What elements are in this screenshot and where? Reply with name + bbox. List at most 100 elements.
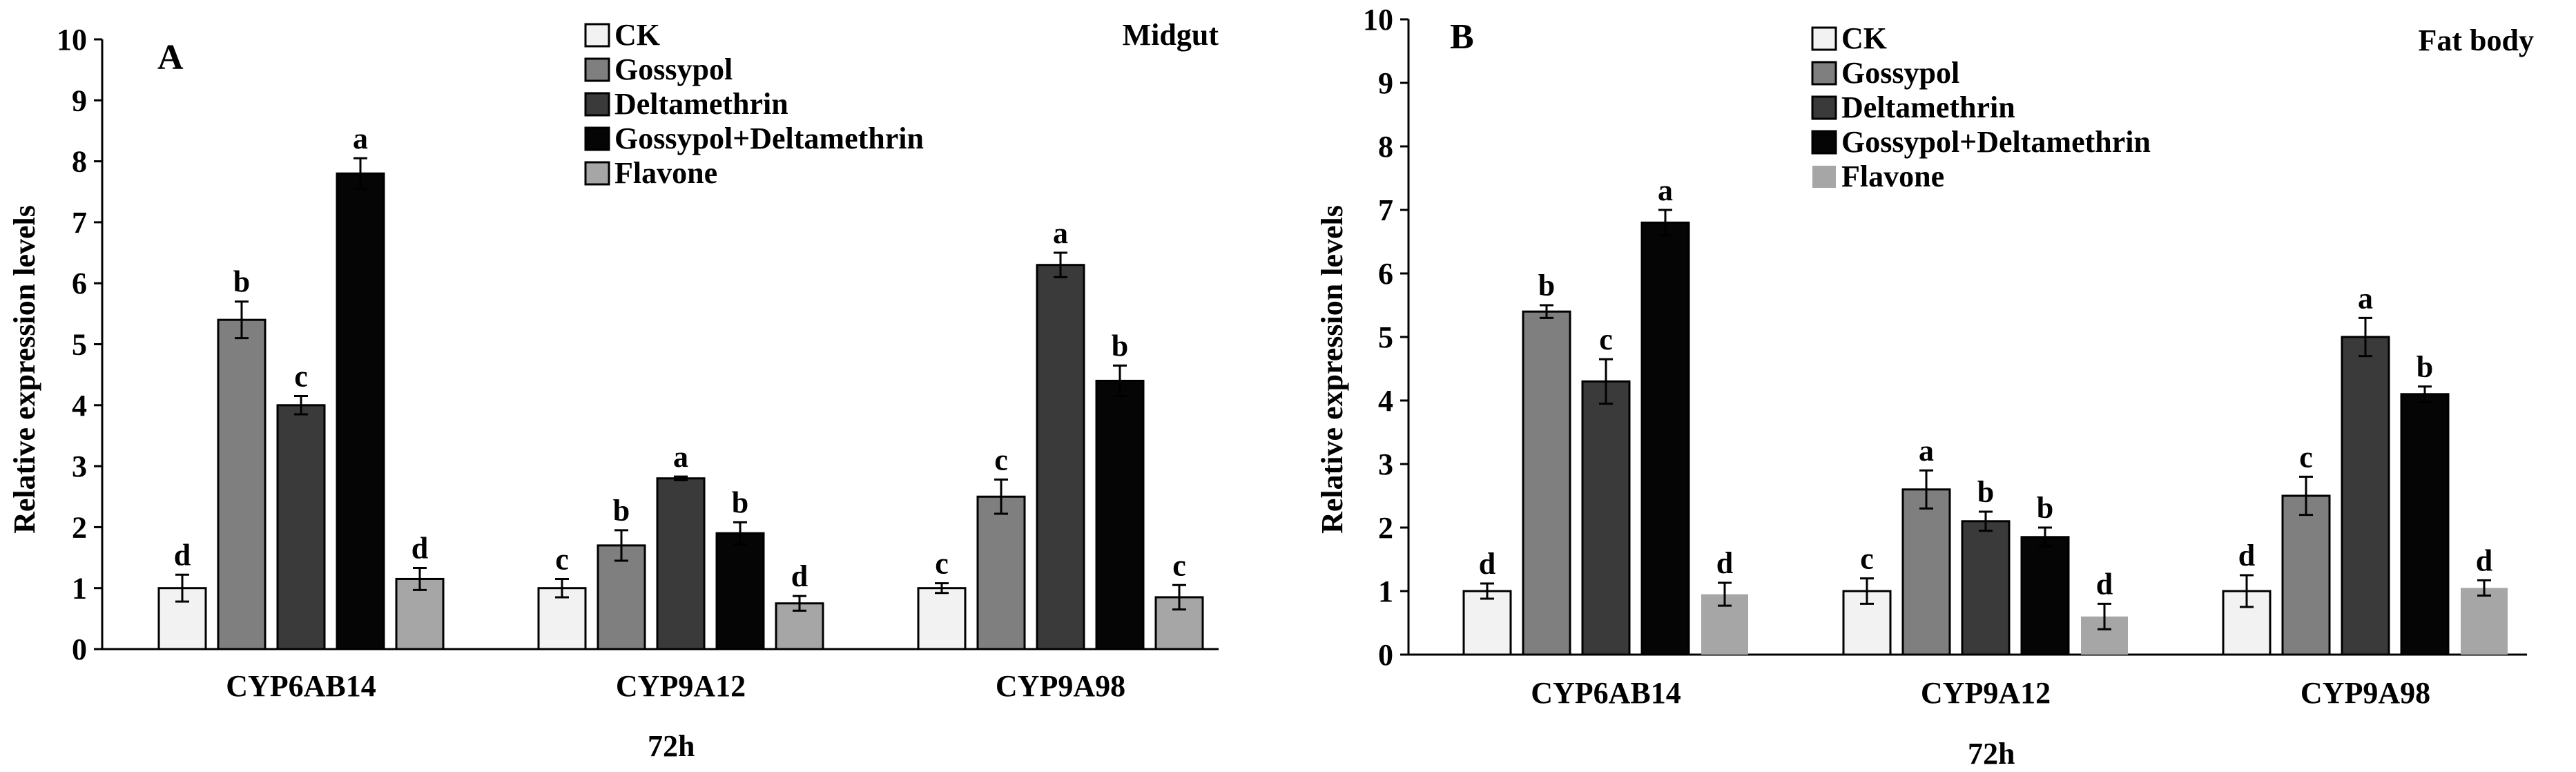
significance-letter: b [1112, 329, 1128, 363]
bar-deltamethrin [1036, 264, 1085, 650]
legend-label: Gossypol+Deltamethrin [614, 122, 924, 155]
legend-swatch [584, 161, 610, 186]
significance-letter: b [1977, 475, 1994, 509]
x-category-label: CYP9A98 [2301, 676, 2430, 710]
y-tick-label: 7 [1378, 193, 1393, 227]
legend-label: CK [1841, 21, 1887, 55]
significance-letter: c [1599, 322, 1613, 356]
legend-swatch [584, 57, 610, 82]
legend: CKGossypolDeltamethrinGossypol+Deltameth… [584, 18, 924, 190]
y-tick-label: 9 [1378, 66, 1393, 100]
x-category-label: CYP9A12 [1921, 676, 2051, 710]
legend-label: Gossypol+Deltamethrin [1841, 125, 2151, 159]
significance-letter: d [1479, 547, 1495, 581]
y-tick-label: 3 [1378, 447, 1393, 481]
time-label: 72h [1968, 737, 2015, 771]
significance-letter: a [1053, 216, 1068, 250]
legend: CKGossypolDeltamethrinGossypol+Deltameth… [1811, 21, 2151, 193]
significance-letter: d [791, 559, 808, 593]
significance-letter: c [1172, 548, 1186, 582]
significance-letter: d [2476, 543, 2492, 577]
axes: 0 1 2 3 4 5 6 7 8 9 10 [1363, 3, 2527, 672]
tissue-label: Midgut [1123, 18, 1219, 52]
y-tick-label: 5 [72, 328, 87, 362]
significance-letter: b [2037, 491, 2053, 525]
significance-letter: b [233, 265, 250, 299]
x-category-label: CYP6AB14 [226, 669, 376, 703]
significance-letter: a [673, 440, 688, 474]
y-axis-title: Relative expression levels [1315, 205, 1349, 534]
legend-swatch [1811, 95, 1837, 120]
chart-panel-b: Relative expression levels B Fat body CY… [1315, 3, 2534, 710]
y-tick-label: 0 [72, 633, 87, 666]
legend-label: Gossypol [614, 52, 733, 86]
bar-gossypol [1522, 310, 1571, 656]
y-axis-title: Relative expression levels [8, 205, 41, 534]
bar-gossypol-deltamethrin [336, 172, 385, 650]
bar-ck [1462, 590, 1512, 656]
significance-letter: d [174, 538, 191, 572]
legend-swatch [584, 23, 610, 48]
y-tick-label: 4 [72, 389, 87, 423]
y-tick-label: 9 [72, 84, 87, 117]
significance-letter: d [2096, 567, 2113, 601]
bar-gossypol [1901, 488, 1951, 656]
bar-gossypol-deltamethrin [715, 532, 765, 650]
bar-deltamethrin [1581, 380, 1631, 656]
x-category-label: CYP9A12 [616, 669, 746, 703]
legend-swatch [1811, 26, 1837, 51]
y-tick-label: 2 [1378, 511, 1393, 545]
y-tick-label: 1 [1378, 575, 1393, 608]
bars: d b c a d c a b b d d c a b d [1462, 173, 2508, 656]
legend-label: Deltamethrin [1841, 90, 2015, 124]
bar-gossypol-deltamethrin [2400, 393, 2450, 656]
y-tick-label: 6 [72, 267, 87, 300]
legend-label: Flavone [1841, 160, 1944, 193]
bar-gossypol [2281, 494, 2331, 656]
bars: d b c a d c b a b d c c a b c [157, 122, 1204, 650]
significance-letter: c [555, 542, 569, 576]
significance-letter: c [994, 443, 1008, 477]
bar-flavone [2461, 588, 2508, 655]
bar-gossypol [217, 318, 267, 650]
significance-letter: b [1538, 269, 1555, 302]
significance-letter: a [2358, 281, 2373, 315]
significance-letter: d [411, 532, 428, 566]
significance-letter: a [353, 122, 368, 155]
significance-letter: b [613, 494, 630, 528]
y-tick-label: 1 [72, 572, 87, 606]
bar-deltamethrin [656, 477, 706, 650]
significance-letter: c [1860, 542, 1874, 576]
significance-letter: a [1658, 173, 1673, 207]
y-tick-label: 8 [72, 145, 87, 179]
x-category-label: CYP6AB14 [1531, 676, 1681, 710]
legend-label: CK [614, 18, 660, 52]
tissue-label: Fat body [2419, 23, 2534, 57]
panel-letter: A [157, 38, 184, 77]
bar-deltamethrin [1961, 520, 2011, 656]
legend-swatch [1812, 166, 1836, 188]
legend-swatch [1811, 130, 1837, 155]
y-tick-label: 4 [1378, 384, 1393, 418]
y-tick-label: 10 [1363, 3, 1393, 37]
legend-label: Flavone [614, 156, 717, 190]
bar-gossypol [976, 495, 1026, 650]
significance-letter: b [2417, 350, 2433, 384]
time-label: 72h [648, 729, 695, 763]
legend-swatch [584, 126, 610, 151]
y-tick-label: 0 [1378, 638, 1393, 672]
panel-letter: B [1450, 17, 1474, 57]
significance-letter: d [2238, 539, 2255, 572]
significance-letter: d [1716, 546, 1733, 580]
bar-gossypol-deltamethrin [2020, 536, 2070, 656]
legend-label: Deltamethrin [614, 87, 788, 121]
significance-letter: b [732, 485, 748, 519]
significance-letter: a [1919, 434, 1934, 467]
legend-label: Gossypol [1841, 56, 1959, 90]
significance-letter: c [294, 360, 308, 394]
legend-swatch [1811, 61, 1837, 86]
y-tick-label: 5 [1378, 320, 1393, 354]
y-tick-label: 10 [57, 23, 87, 57]
bar-flavone [395, 577, 445, 650]
